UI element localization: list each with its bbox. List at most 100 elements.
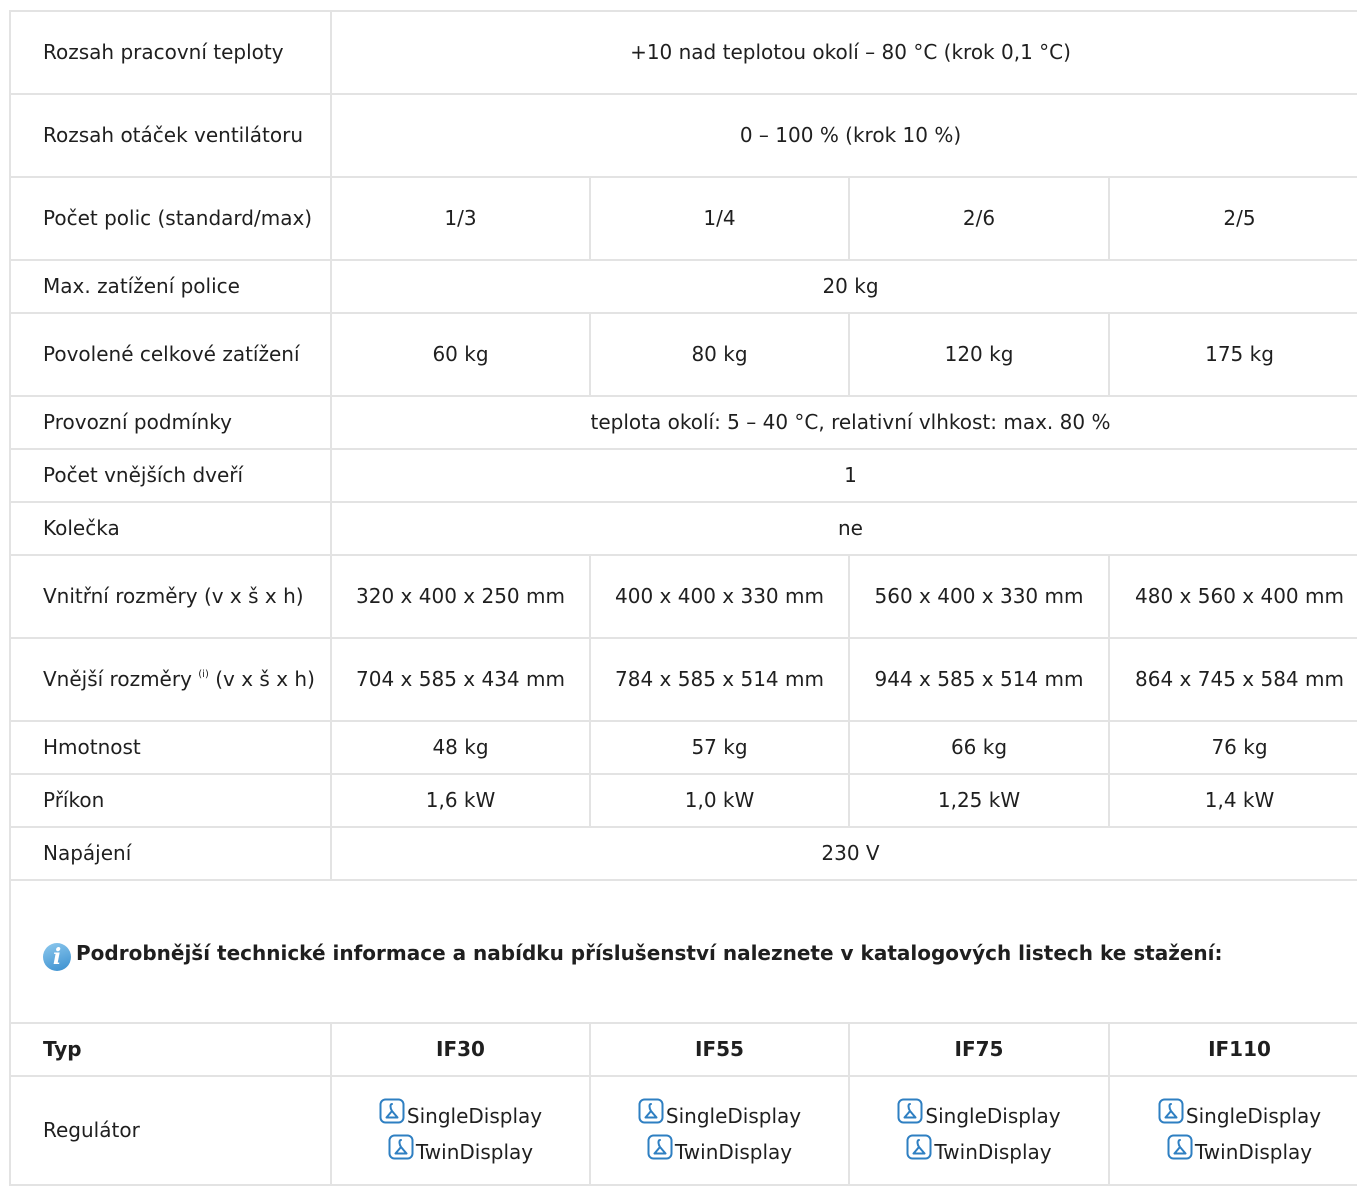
row-outer-dims: Vnější rozměry (i) (v x š x h) 704 x 585… (9, 637, 1357, 722)
link-text: TwinDisplay (1194, 1139, 1313, 1164)
cell-if110: 480 x 560 x 400 mm (1108, 554, 1357, 639)
cell-if75: 66 kg (848, 720, 1110, 775)
downloads-if30: SingleDisplay TwinDisplay (330, 1075, 591, 1186)
row-shelf-load: Max. zatížení police 20 kg (9, 259, 1357, 314)
twindisplay-pdf-link[interactable]: TwinDisplay (647, 1134, 792, 1164)
row-value: ne (330, 501, 1357, 556)
cell-if55: 57 kg (589, 720, 850, 775)
row-fan-speed: Rozsah otáček ventilátoru 0 – 100 % (kro… (9, 93, 1357, 178)
link-text: SingleDisplay (1185, 1103, 1322, 1128)
cell-if75: 120 kg (848, 312, 1110, 397)
row-label: Příkon (9, 773, 332, 828)
row-label: Povolené celkové zatížení (9, 312, 332, 397)
row-temp-range: Rozsah pracovní teploty +10 nad teplotou… (9, 10, 1357, 95)
row-label: Provozní podmínky (9, 395, 332, 450)
cell-if30: 320 x 400 x 250 mm (330, 554, 591, 639)
info-cell: i Podrobnější technické informace a nabíd… (9, 879, 1357, 1024)
singledisplay-pdf-link[interactable]: SingleDisplay (638, 1098, 801, 1128)
cell-if110: 76 kg (1108, 720, 1357, 775)
cell-if30: 60 kg (330, 312, 591, 397)
row-label: Max. zatížení police (9, 259, 332, 314)
twindisplay-pdf-link[interactable]: TwinDisplay (1167, 1134, 1312, 1164)
link-text: TwinDisplay (415, 1139, 534, 1164)
info-icon: i (43, 942, 71, 971)
pdf-icon (647, 1134, 673, 1159)
cell-if30: 1/3 (330, 176, 591, 261)
row-value: +10 nad teplotou okolí – 80 °C (krok 0,1… (330, 10, 1357, 95)
downloads-if110: SingleDisplay TwinDisplay (1108, 1075, 1357, 1186)
regulator-label: Regulátor (9, 1075, 332, 1186)
row-conditions: Provozní podmínky teplota okolí: 5 – 40 … (9, 395, 1357, 450)
downloads-if75: SingleDisplay TwinDisplay (848, 1075, 1110, 1186)
cell-if55: 1,0 kW (589, 773, 850, 828)
info-text: Podrobnější technické informace a nabídk… (76, 940, 1223, 965)
row-label: Počet polic (standard/max) (9, 176, 332, 261)
pdf-icon (379, 1098, 405, 1123)
cell-if110: 2/5 (1108, 176, 1357, 261)
model-if75: IF75 (848, 1022, 1110, 1077)
twindisplay-pdf-link[interactable]: TwinDisplay (388, 1134, 533, 1164)
row-supply: Napájení 230 V (9, 826, 1357, 881)
row-value: teplota okolí: 5 – 40 °C, relativní vlhk… (330, 395, 1357, 450)
cell-if110: 1,4 kW (1108, 773, 1357, 828)
info-footnote-link[interactable]: (i) (198, 669, 209, 680)
type-header-row: Typ IF30 IF55 IF75 IF110 (9, 1022, 1357, 1077)
link-text: SingleDisplay (665, 1103, 802, 1128)
row-doors: Počet vnějších dveří 1 (9, 448, 1357, 503)
pdf-icon (1167, 1134, 1193, 1159)
row-weight: Hmotnost 48 kg 57 kg 66 kg 76 kg (9, 720, 1357, 775)
row-label: Kolečka (9, 501, 332, 556)
row-shelves: Počet polic (standard/max) 1/3 1/4 2/6 2… (9, 176, 1357, 261)
row-wheels: Kolečka ne (9, 501, 1357, 556)
spec-table: Rozsah pracovní teploty +10 nad teplotou… (9, 10, 1357, 1186)
twindisplay-pdf-link[interactable]: TwinDisplay (906, 1134, 1052, 1164)
row-label: Rozsah otáček ventilátoru (9, 93, 332, 178)
link-text: TwinDisplay (674, 1139, 793, 1164)
row-label: Hmotnost (9, 720, 332, 775)
info-row: i Podrobnější technické informace a nabíd… (9, 879, 1357, 1024)
row-label-suffix: (v x š x h) (208, 667, 315, 691)
row-label: Rozsah pracovní teploty (9, 10, 332, 95)
cell-if30: 48 kg (330, 720, 591, 775)
model-if110: IF110 (1108, 1022, 1357, 1077)
pdf-icon (1158, 1098, 1184, 1123)
pdf-icon (388, 1134, 414, 1159)
model-if30: IF30 (330, 1022, 591, 1077)
type-label: Typ (9, 1022, 332, 1077)
cell-if55: 400 x 400 x 330 mm (589, 554, 850, 639)
cell-if30: 704 x 585 x 434 mm (330, 637, 591, 722)
cell-if55: 784 x 585 x 514 mm (589, 637, 850, 722)
row-value: 230 V (330, 826, 1357, 881)
link-text: TwinDisplay (934, 1139, 1052, 1164)
row-value: 20 kg (330, 259, 1357, 314)
regulator-row: Regulátor SingleDisplay TwinDisplay Sing… (9, 1075, 1357, 1186)
cell-if110: 175 kg (1108, 312, 1357, 397)
row-total-load: Povolené celkové zatížení 60 kg 80 kg 12… (9, 312, 1357, 397)
pdf-icon (906, 1134, 932, 1159)
cell-if110: 864 x 745 x 584 mm (1108, 637, 1357, 722)
row-value: 0 – 100 % (krok 10 %) (330, 93, 1357, 178)
row-inner-dims: Vnitřní rozměry (v x š x h) 320 x 400 x … (9, 554, 1357, 639)
cell-if75: 944 x 585 x 514 mm (848, 637, 1110, 722)
singledisplay-pdf-link[interactable]: SingleDisplay (1158, 1098, 1321, 1128)
row-label-text: Vnější rozměry (43, 667, 199, 691)
row-label: Vnitřní rozměry (v x š x h) (9, 554, 332, 639)
row-power: Příkon 1,6 kW 1,0 kW 1,25 kW 1,4 kW (9, 773, 1357, 828)
row-label: Vnější rozměry (i) (v x š x h) (9, 637, 332, 722)
singledisplay-pdf-link[interactable]: SingleDisplay (379, 1098, 542, 1128)
cell-if75: 2/6 (848, 176, 1110, 261)
cell-if75: 560 x 400 x 330 mm (848, 554, 1110, 639)
link-text: SingleDisplay (925, 1103, 1061, 1128)
cell-if55: 80 kg (589, 312, 850, 397)
cell-if75: 1,25 kW (848, 773, 1110, 828)
link-text: SingleDisplay (406, 1103, 543, 1128)
row-label: Napájení (9, 826, 332, 881)
row-label: Počet vnějších dveří (9, 448, 332, 503)
pdf-icon (897, 1098, 923, 1123)
cell-if30: 1,6 kW (330, 773, 591, 828)
row-value: 1 (330, 448, 1357, 503)
cell-if55: 1/4 (589, 176, 850, 261)
model-if55: IF55 (589, 1022, 850, 1077)
pdf-icon (638, 1098, 664, 1123)
singledisplay-pdf-link[interactable]: SingleDisplay (897, 1098, 1061, 1128)
